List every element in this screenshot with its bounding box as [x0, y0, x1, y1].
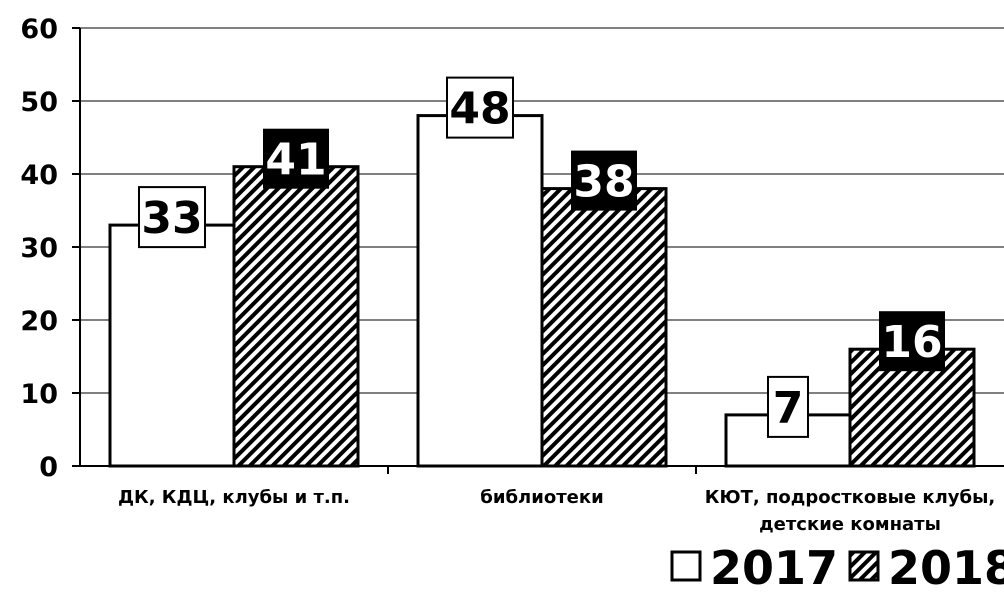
- data-label-box: [767, 375, 809, 438]
- category-label: ДК, КДЦ, клубы и т.п.: [118, 487, 350, 508]
- bar-2017: [416, 114, 544, 468]
- data-label: 33: [141, 193, 202, 244]
- data-label: 7: [773, 383, 804, 434]
- data-label: 16: [881, 317, 942, 368]
- y-tick-label: 30: [20, 233, 58, 264]
- bar-2018: [540, 187, 668, 468]
- bars: [108, 114, 976, 468]
- data-label-box: [263, 128, 329, 189]
- bar-2017: [108, 223, 236, 468]
- category-labels: ДК, КДЦ, клубы и т.п. библиотеки КЮТ, подр…: [118, 487, 995, 535]
- y-tick-label: 60: [20, 14, 58, 45]
- y-tick-label: 50: [20, 87, 58, 118]
- category-label: детские комнаты: [759, 514, 941, 535]
- data-label: 41: [265, 135, 326, 186]
- legend-label-2018: 2018: [888, 541, 1004, 595]
- data-label: 48: [449, 84, 510, 135]
- data-labels: 33 41 48 38 7 16: [138, 76, 945, 438]
- y-tick-label: 40: [20, 160, 58, 191]
- data-label-box: [446, 76, 514, 139]
- data-label-box: [571, 150, 637, 211]
- category-label: библиотеки: [480, 487, 603, 508]
- category-label: КЮТ, подростковые клубы,: [705, 487, 995, 508]
- legend-swatch-2017: [670, 550, 702, 582]
- data-label: 38: [573, 157, 634, 208]
- y-tick-label: 10: [20, 379, 58, 410]
- data-label-box: [138, 186, 206, 249]
- bar-2018: [232, 165, 360, 468]
- axes: 0 10 20 30 40 50 60: [20, 14, 1004, 483]
- y-tick-label: 0: [39, 452, 58, 483]
- y-tick-label: 20: [20, 306, 58, 337]
- legend: 2017 2018: [670, 541, 1004, 595]
- legend-label-2017: 2017: [710, 541, 838, 595]
- data-label-box: [879, 311, 945, 372]
- legend-swatch-2018: [848, 550, 880, 582]
